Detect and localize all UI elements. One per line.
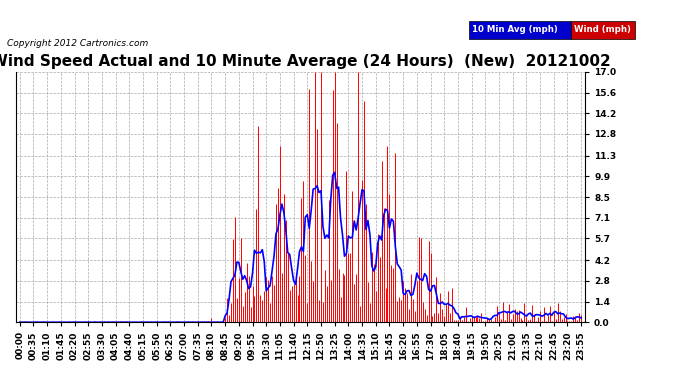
Text: Wind (mph): Wind (mph) <box>574 26 631 34</box>
Text: 10 Min Avg (mph): 10 Min Avg (mph) <box>472 26 558 34</box>
Title: Wind Speed Actual and 10 Minute Average (24 Hours)  (New)  20121002: Wind Speed Actual and 10 Minute Average … <box>0 54 611 69</box>
Text: Copyright 2012 Cartronics.com: Copyright 2012 Cartronics.com <box>7 39 148 48</box>
